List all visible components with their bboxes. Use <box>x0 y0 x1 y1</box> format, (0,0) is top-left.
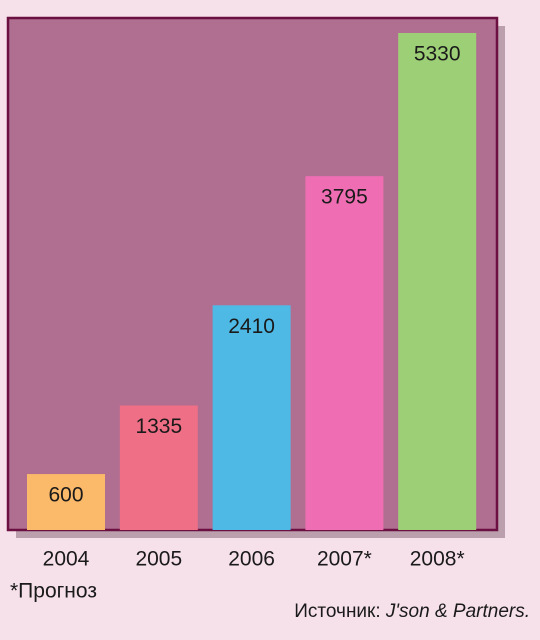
value-label: 600 <box>48 484 83 507</box>
bar <box>119 405 198 530</box>
x-tick-label: 2004 <box>43 548 90 571</box>
bar <box>27 474 105 530</box>
value-label: 2410 <box>228 315 275 338</box>
bar <box>212 305 291 530</box>
source: Источник: J'son & Partners. <box>294 601 530 622</box>
value-label: 3795 <box>321 186 368 209</box>
source-name: J'son & Partners. <box>385 601 530 622</box>
bar <box>305 176 384 530</box>
bar <box>398 33 477 530</box>
x-tick-label: 2006 <box>228 548 275 571</box>
footnote: *Прогноз <box>10 580 97 603</box>
value-label: 5330 <box>414 43 461 66</box>
x-tick-label: 2005 <box>135 548 182 571</box>
x-tick-label: 2007* <box>317 548 372 571</box>
source-label: Источник: <box>294 601 380 622</box>
x-tick-label: 2008* <box>410 548 465 571</box>
value-label: 1335 <box>135 415 182 438</box>
